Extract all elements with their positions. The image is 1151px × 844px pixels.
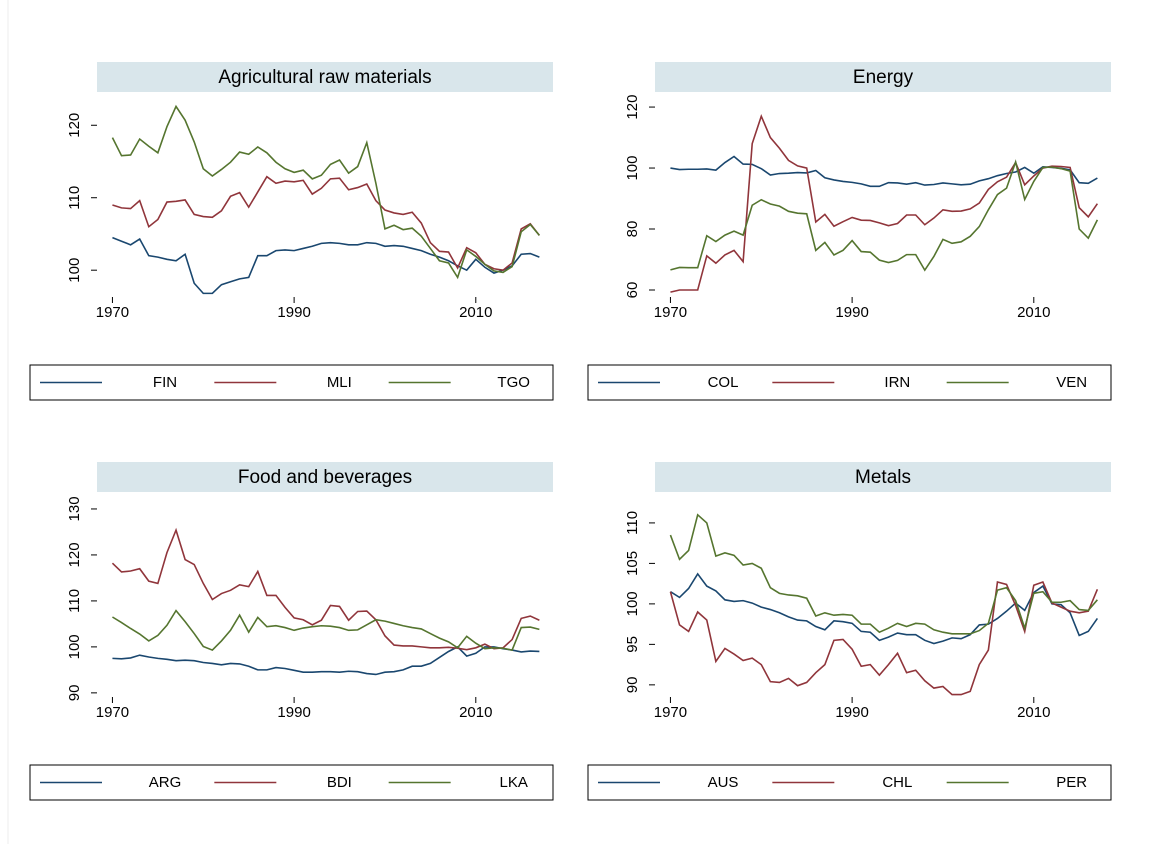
legend-label: COL	[708, 374, 739, 391]
y-tick-label: 60	[624, 282, 641, 299]
series-line	[670, 113, 1099, 293]
y-tick-label: 105	[624, 551, 641, 576]
y-tick-label: 95	[624, 636, 641, 653]
x-tick-label: 2010	[459, 304, 492, 321]
legend-label: VEN	[1056, 374, 1087, 391]
legend-label: TGO	[497, 374, 530, 391]
series-line	[112, 609, 540, 652]
y-tick-label: 90	[66, 685, 83, 702]
legend-box	[29, 364, 554, 401]
x-tick-label: 1990	[277, 304, 310, 321]
legend-label: MLI	[327, 374, 352, 391]
series-line	[112, 645, 540, 676]
x-tick-label: 1990	[835, 304, 868, 321]
series-line	[670, 159, 1099, 272]
legend-label: AUS	[708, 774, 739, 791]
y-tick-label: 120	[66, 113, 83, 138]
panel-title-bar	[655, 462, 1111, 492]
y-tick-label: 80	[624, 221, 641, 238]
x-tick-label: 1970	[654, 304, 687, 321]
legend-box	[587, 364, 1112, 401]
panel-title: Energy	[853, 67, 914, 88]
panel-title: Metals	[855, 467, 911, 488]
legend-label: BDI	[327, 774, 352, 791]
legend-box	[29, 764, 554, 801]
series-line	[111, 527, 540, 651]
x-tick-label: 2010	[1017, 704, 1050, 721]
legend-label: PER	[1056, 774, 1087, 791]
x-tick-label: 1970	[96, 304, 129, 321]
y-tick-label: 110	[624, 511, 641, 535]
series-line	[670, 572, 1099, 645]
x-tick-label: 1990	[835, 704, 868, 721]
x-tick-label: 2010	[1017, 304, 1050, 321]
legend-label: ARG	[149, 774, 182, 791]
y-tick-label: 110	[66, 589, 83, 613]
y-tick-label: 120	[624, 95, 641, 120]
panel-title-bar	[655, 62, 1111, 92]
x-tick-label: 1970	[654, 704, 687, 721]
panel-title-bar	[97, 62, 553, 92]
y-tick-label: 100	[66, 258, 83, 283]
panel-title: Agricultural raw materials	[218, 67, 431, 88]
y-tick-label: 100	[66, 634, 83, 659]
y-tick-label: 100	[624, 591, 641, 616]
legend-label: FIN	[153, 374, 177, 391]
panel-title: Food and beverages	[238, 467, 412, 488]
x-tick-label: 1970	[96, 704, 129, 721]
series-line	[112, 236, 540, 295]
x-tick-label: 2010	[459, 704, 492, 721]
y-tick-label: 90	[624, 677, 641, 694]
y-tick-label: 130	[66, 496, 83, 521]
series-line	[670, 155, 1098, 188]
y-tick-label: 110	[66, 186, 83, 210]
series-line	[111, 104, 540, 280]
legend-label: IRN	[884, 374, 910, 391]
y-tick-label: 100	[624, 156, 641, 181]
x-tick-label: 1990	[277, 704, 310, 721]
legend-box	[587, 764, 1112, 801]
panel-title-bar	[97, 462, 553, 492]
legend-label: LKA	[499, 774, 527, 791]
series-line	[112, 175, 540, 272]
y-tick-label: 120	[66, 542, 83, 567]
series-line	[669, 513, 1098, 635]
legend-label: CHL	[882, 774, 912, 791]
